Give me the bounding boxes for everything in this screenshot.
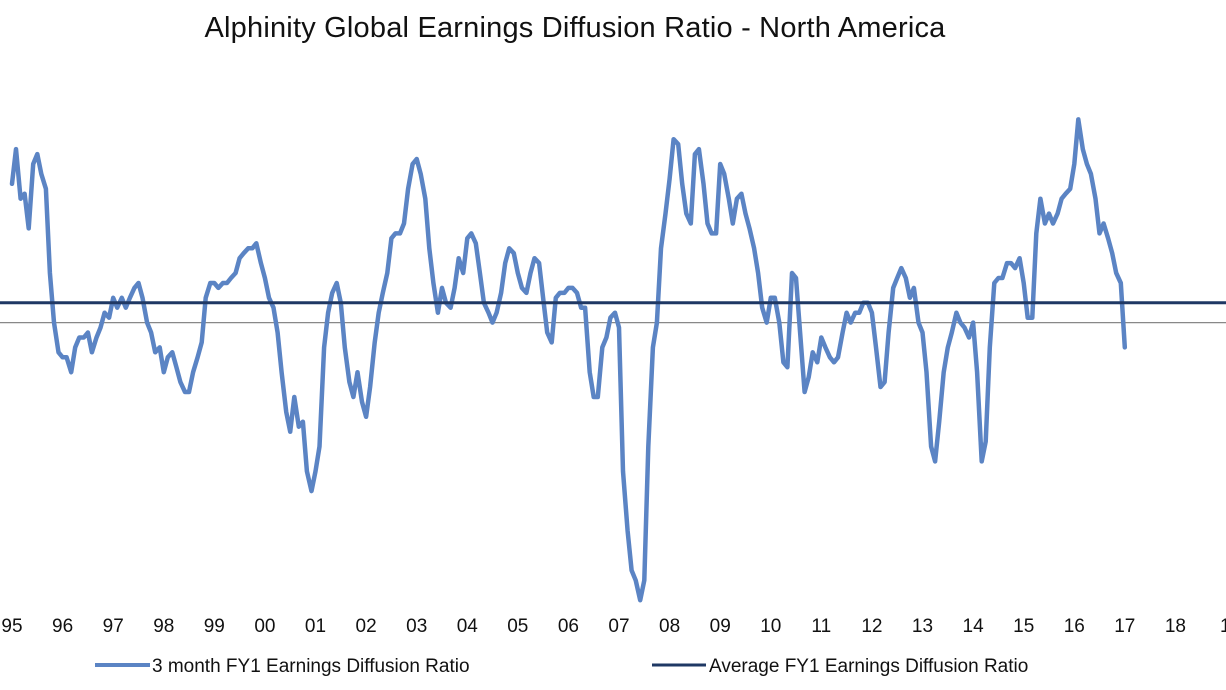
x-tick-label: 95: [1, 616, 22, 637]
x-tick-label: 97: [103, 616, 124, 637]
x-tick-label: 08: [659, 616, 680, 637]
x-tick-label: 13: [912, 616, 933, 637]
x-tick-label: 05: [507, 616, 528, 637]
x-tick-label: 03: [406, 616, 427, 637]
x-tick-label: 96: [52, 616, 73, 637]
x-tick-label: 1: [1220, 616, 1226, 637]
chart-title: Alphinity Global Earnings Diffusion Rati…: [204, 12, 946, 44]
legend-label-average: Average FY1 Earnings Diffusion Ratio: [709, 656, 1028, 677]
legend: 3 month FY1 Earnings Diffusion Ratio Ave…: [95, 656, 1028, 677]
x-tick-label: 02: [356, 616, 377, 637]
x-tick-label: 04: [457, 616, 479, 637]
x-tick-label: 06: [558, 616, 579, 637]
series-line-diffusion-ratio: [9, 117, 1128, 603]
series-group: [9, 117, 1128, 603]
x-tick-label: 17: [1114, 616, 1135, 637]
x-axis-ticks: 95 96 97 98 99 00 01 02 03 04 05 06 07 08 09 10 11 12 13 14…: [1, 616, 1226, 637]
x-tick-label: 00: [254, 616, 275, 637]
x-tick-label: 14: [963, 616, 985, 637]
x-tick-label: 12: [861, 616, 882, 637]
x-tick-label: 15: [1013, 616, 1034, 637]
x-tick-label: 01: [305, 616, 326, 637]
x-tick-label: 11: [811, 616, 831, 637]
x-tick-label: 16: [1064, 616, 1085, 637]
x-tick-label: 18: [1165, 616, 1186, 637]
x-tick-label: 07: [608, 616, 629, 637]
x-tick-label: 98: [153, 616, 174, 637]
x-tick-label: 09: [710, 616, 731, 637]
legend-label-series: 3 month FY1 Earnings Diffusion Ratio: [152, 656, 470, 677]
x-tick-label: 99: [204, 616, 225, 637]
x-tick-label: 10: [760, 616, 781, 637]
